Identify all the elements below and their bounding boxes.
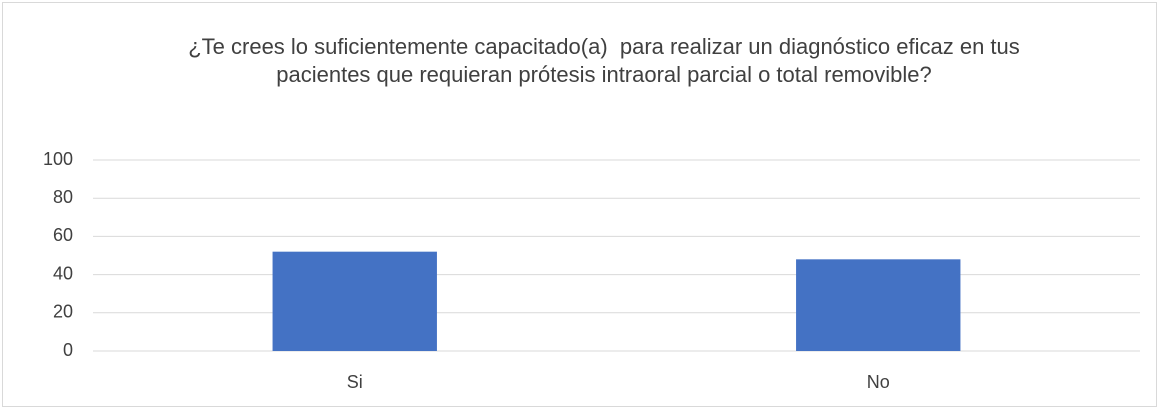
y-tick-label: 60	[53, 225, 73, 245]
y-tick-label: 20	[53, 302, 73, 322]
bar	[272, 251, 437, 351]
x-tick-label: Si	[347, 372, 363, 392]
chart-title: ¿Te crees lo suficientemente capacitado(…	[188, 34, 1026, 87]
y-tick-label: 100	[43, 149, 73, 169]
y-tick-label: 80	[53, 187, 73, 207]
bar	[796, 259, 961, 351]
x-tick-label: No	[867, 372, 890, 392]
y-tick-label: 40	[53, 263, 73, 283]
y-tick-label: 0	[63, 340, 73, 360]
